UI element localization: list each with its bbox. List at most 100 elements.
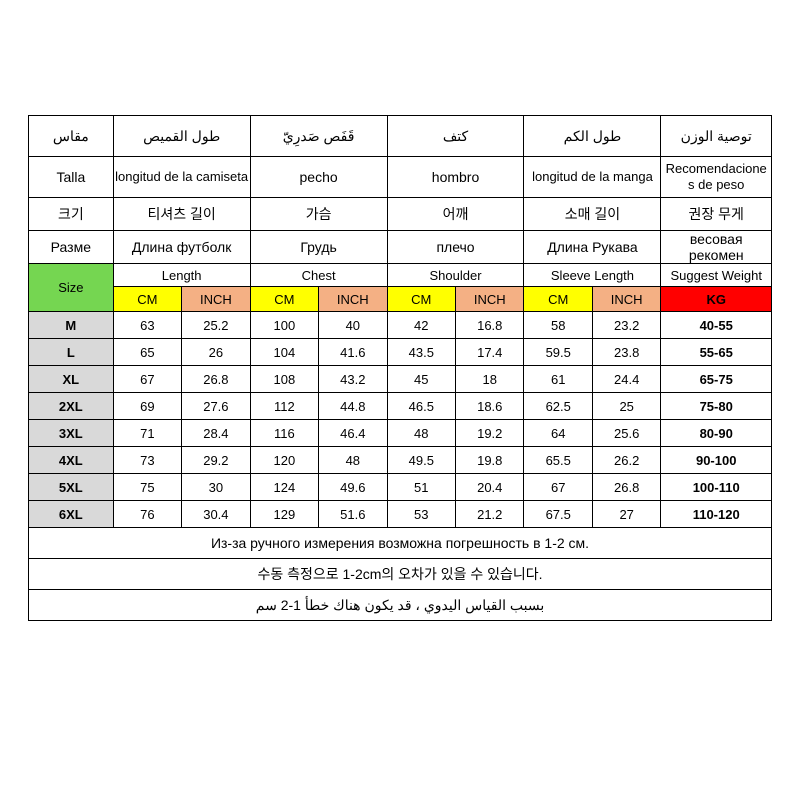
cell-chest-cm: 129 — [250, 501, 318, 528]
cell-sleeve-in: 24.4 — [592, 366, 660, 393]
cell-length-in: 30.4 — [182, 501, 250, 528]
hdr-es-size: Talla — [29, 157, 114, 198]
cell-chest-cm: 120 — [250, 447, 318, 474]
hdr-ru-shoulder: плечо — [387, 231, 524, 264]
table-row: 3XL7128.411646.44819.26425.680-90 — [29, 420, 772, 447]
hdr-ko-sleeve: 소매 길이 — [524, 198, 661, 231]
hdr-ko-weight: 권장 무게 — [661, 198, 772, 231]
table-row: 6XL7630.412951.65321.267.527110-120 — [29, 501, 772, 528]
cell-shoulder-cm: 43.5 — [387, 339, 455, 366]
header-row-arabic: مقاس طول القميص قَفَص صَدرِيّ كتف طول ال… — [29, 116, 772, 157]
cell-chest-cm: 124 — [250, 474, 318, 501]
cell-chest-cm: 108 — [250, 366, 318, 393]
cell-sleeve-cm: 65.5 — [524, 447, 592, 474]
cell-length-cm: 73 — [113, 447, 181, 474]
unit-shoulder-inch: INCH — [456, 287, 524, 312]
cell-shoulder-cm: 51 — [387, 474, 455, 501]
cell-weight: 40-55 — [661, 312, 772, 339]
cell-length-cm: 71 — [113, 420, 181, 447]
unit-chest-cm: CM — [250, 287, 318, 312]
hdr-es-shoulder: hombro — [387, 157, 524, 198]
cell-sleeve-in: 25.6 — [592, 420, 660, 447]
cell-sleeve-in: 26.2 — [592, 447, 660, 474]
hdr-ko-chest: 가슴 — [250, 198, 387, 231]
note-ar: بسبب القياس اليدوي ، قد يكون هناك خطأ 1-… — [29, 590, 772, 621]
table-row: L652610441.643.517.459.523.855-65 — [29, 339, 772, 366]
hdr-ar-sleeve: طول الكم — [524, 116, 661, 157]
cell-length-in: 25.2 — [182, 312, 250, 339]
unit-weight-kg: KG — [661, 287, 772, 312]
cell-shoulder-in: 16.8 — [456, 312, 524, 339]
cell-length-in: 26 — [182, 339, 250, 366]
cell-weight: 100-110 — [661, 474, 772, 501]
cell-length-cm: 75 — [113, 474, 181, 501]
hdr-en-shoulder: Shoulder — [387, 264, 524, 287]
hdr-ar-chest: قَفَص صَدرِيّ — [250, 116, 387, 157]
cell-length-in: 26.8 — [182, 366, 250, 393]
cell-sleeve-in: 23.8 — [592, 339, 660, 366]
cell-shoulder-in: 21.2 — [456, 501, 524, 528]
cell-sleeve-in: 23.2 — [592, 312, 660, 339]
note-ko: 수동 측정으로 1-2cm의 오차가 있을 수 있습니다. — [29, 559, 772, 590]
hdr-ar-shoulder: كتف — [387, 116, 524, 157]
cell-size: 4XL — [29, 447, 114, 474]
header-row-units: CM INCH CM INCH CM INCH CM INCH KG — [29, 287, 772, 312]
cell-sleeve-cm: 61 — [524, 366, 592, 393]
cell-size: 3XL — [29, 420, 114, 447]
cell-shoulder-cm: 42 — [387, 312, 455, 339]
cell-length-cm: 69 — [113, 393, 181, 420]
cell-length-cm: 67 — [113, 366, 181, 393]
cell-shoulder-cm: 45 — [387, 366, 455, 393]
cell-shoulder-cm: 46.5 — [387, 393, 455, 420]
unit-sleeve-inch: INCH — [592, 287, 660, 312]
cell-length-in: 29.2 — [182, 447, 250, 474]
hdr-ko-size: 크기 — [29, 198, 114, 231]
cell-chest-in: 48 — [319, 447, 387, 474]
hdr-ar-length: طول القميص — [113, 116, 250, 157]
cell-length-in: 30 — [182, 474, 250, 501]
cell-sleeve-cm: 62.5 — [524, 393, 592, 420]
cell-weight: 55-65 — [661, 339, 772, 366]
cell-chest-cm: 116 — [250, 420, 318, 447]
cell-shoulder-cm: 53 — [387, 501, 455, 528]
hdr-ko-length: 티셔츠 길이 — [113, 198, 250, 231]
cell-size: L — [29, 339, 114, 366]
cell-size: 2XL — [29, 393, 114, 420]
hdr-en-weight: Suggest Weight — [661, 264, 772, 287]
note-row-arabic: بسبب القياس اليدوي ، قد يكون هناك خطأ 1-… — [29, 590, 772, 621]
cell-shoulder-in: 18.6 — [456, 393, 524, 420]
cell-sleeve-in: 26.8 — [592, 474, 660, 501]
unit-chest-inch: INCH — [319, 287, 387, 312]
cell-sleeve-cm: 59.5 — [524, 339, 592, 366]
cell-sleeve-in: 25 — [592, 393, 660, 420]
table-row: XL6726.810843.245186124.465-75 — [29, 366, 772, 393]
unit-sleeve-cm: CM — [524, 287, 592, 312]
cell-shoulder-in: 18 — [456, 366, 524, 393]
cell-sleeve-cm: 64 — [524, 420, 592, 447]
cell-size: M — [29, 312, 114, 339]
cell-weight: 80-90 — [661, 420, 772, 447]
cell-weight: 110-120 — [661, 501, 772, 528]
cell-weight: 75-80 — [661, 393, 772, 420]
table-row: 4XL7329.21204849.519.865.526.290-100 — [29, 447, 772, 474]
header-row-spanish: Talla longitud de la camiseta pecho homb… — [29, 157, 772, 198]
unit-shoulder-cm: CM — [387, 287, 455, 312]
cell-chest-in: 51.6 — [319, 501, 387, 528]
hdr-ko-shoulder: 어깨 — [387, 198, 524, 231]
header-row-korean: 크기 티셔츠 길이 가슴 어깨 소매 길이 권장 무게 — [29, 198, 772, 231]
cell-sleeve-cm: 58 — [524, 312, 592, 339]
cell-length-in: 28.4 — [182, 420, 250, 447]
cell-sleeve-cm: 67 — [524, 474, 592, 501]
hdr-ru-sleeve: Длина Рукава — [524, 231, 661, 264]
note-ru: Из-за ручного измерения возможна погрешн… — [29, 528, 772, 559]
cell-sleeve-in: 27 — [592, 501, 660, 528]
hdr-ru-size: Разме — [29, 231, 114, 264]
note-row-russian: Из-за ручного измерения возможна погрешн… — [29, 528, 772, 559]
cell-weight: 90-100 — [661, 447, 772, 474]
hdr-en-length: Length — [113, 264, 250, 287]
hdr-es-length: longitud de la camiseta — [113, 157, 250, 198]
hdr-ar-weight: توصية الوزن — [661, 116, 772, 157]
cell-shoulder-cm: 49.5 — [387, 447, 455, 474]
hdr-ru-weight: весовая рекомен — [661, 231, 772, 264]
cell-chest-in: 41.6 — [319, 339, 387, 366]
